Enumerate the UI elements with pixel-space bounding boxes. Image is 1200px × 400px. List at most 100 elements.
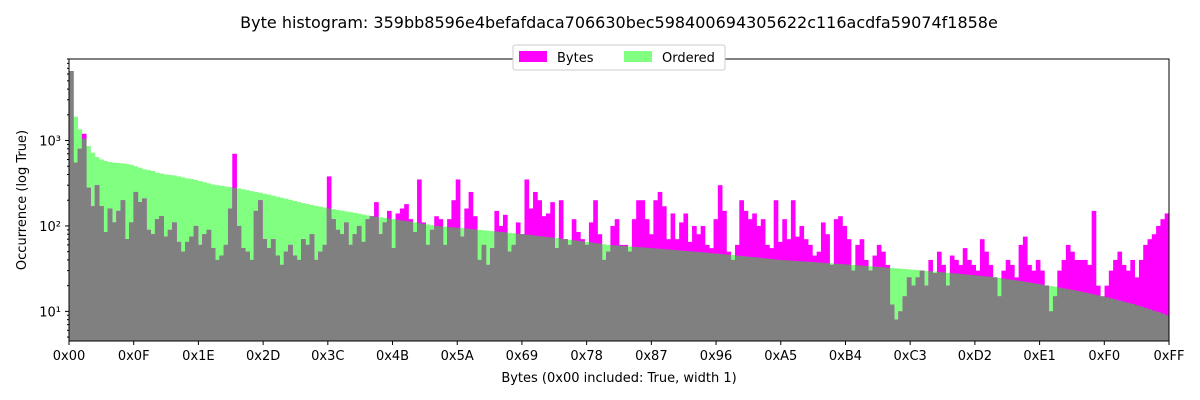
overlap-bar — [150, 234, 156, 341]
overlap-bar — [154, 219, 160, 341]
overlap-bar — [352, 234, 358, 341]
overlap-bar — [399, 220, 405, 341]
overlap-bar — [777, 259, 783, 341]
overlap-bar — [679, 250, 684, 341]
overlap-bar — [1065, 289, 1071, 341]
overlap-bar — [1001, 278, 1007, 341]
overlap-bar — [172, 222, 177, 341]
overlap-bar — [863, 265, 869, 341]
overlap-bar — [361, 241, 366, 341]
overlap-bar — [992, 277, 998, 341]
overlap-bar — [936, 272, 942, 341]
overlap-bar — [511, 244, 517, 341]
overlap-bar — [146, 229, 151, 341]
overlap-bar — [743, 256, 749, 341]
chart-title: Byte histogram: 359bb8596e4befafdaca7066… — [240, 13, 998, 32]
overlap-bar — [206, 229, 212, 341]
overlap-bar — [438, 226, 444, 341]
overlap-bar — [1078, 291, 1084, 341]
bytes-bar — [1151, 234, 1157, 341]
overlap-bar — [1070, 289, 1075, 341]
overlap-bar — [885, 267, 891, 341]
overlap-bar — [576, 240, 581, 341]
overlap-bar — [176, 241, 182, 341]
overlap-bar — [1151, 310, 1157, 341]
overlap-bar — [223, 244, 229, 341]
overlap-bar — [197, 244, 203, 341]
overlap-bar — [279, 264, 285, 341]
overlap-bar — [429, 229, 435, 341]
overlap-bar — [984, 276, 989, 341]
x-tick-label: 0x4B — [376, 349, 409, 364]
overlap-bar — [851, 270, 856, 341]
overlap-bar — [73, 162, 78, 341]
y-tick-label: 10¹ — [39, 305, 61, 320]
overlap-bar — [812, 262, 818, 341]
overlap-bar — [1143, 307, 1148, 341]
overlap-bar — [69, 71, 74, 341]
bytes-bar — [1143, 244, 1148, 341]
y-tick-label: 10³ — [39, 135, 61, 150]
overlap-bar — [451, 227, 457, 341]
x-tick-label: 0x78 — [570, 349, 603, 364]
overlap-bar — [111, 222, 117, 341]
overlap-bar — [288, 244, 293, 341]
ordered-bar — [894, 268, 899, 341]
overlap-bar — [889, 304, 895, 341]
overlap-bar — [558, 238, 564, 341]
x-axis-label: Bytes (0x00 included: True, width 1) — [501, 371, 736, 386]
x-tick-label: 0x87 — [635, 349, 668, 364]
overlap-bar — [1091, 294, 1097, 341]
overlap-bar — [949, 273, 955, 341]
overlap-bar — [81, 138, 87, 341]
x-tick-label: 0xB4 — [829, 349, 862, 364]
overlap-bar — [584, 244, 590, 341]
overlap-bar — [77, 148, 83, 341]
overlap-bar — [614, 245, 620, 341]
overlap-bar — [270, 239, 276, 341]
overlap-bar — [924, 285, 929, 341]
overlap-bar — [649, 248, 654, 341]
overlap-bar — [941, 272, 946, 341]
overlap-bar — [1130, 304, 1135, 341]
bytes-bar — [1091, 210, 1097, 341]
overlap-bar — [894, 319, 899, 341]
overlap-bar — [1018, 281, 1024, 341]
overlap-bar — [537, 236, 543, 341]
overlap-bar — [245, 251, 250, 341]
overlap-bar — [872, 266, 878, 341]
overlap-bar — [180, 251, 186, 341]
legend-box — [512, 44, 726, 71]
overlap-bar — [520, 234, 525, 341]
overlap-bar — [142, 198, 147, 341]
overlap-bar — [859, 265, 865, 341]
overlap-bar — [86, 187, 91, 341]
overlap-bar — [515, 233, 521, 341]
overlap-bar — [906, 277, 912, 341]
overlap-bar — [593, 243, 598, 341]
overlap-bar — [786, 260, 792, 341]
overlap-bar — [657, 248, 663, 341]
overlap-bar — [619, 245, 624, 341]
overlap-bar — [116, 210, 121, 341]
x-tick-label: 0x5A — [441, 349, 474, 364]
overlap-bar — [434, 225, 439, 341]
x-tick-label: 0x2D — [246, 349, 280, 364]
overlap-bar — [133, 191, 139, 341]
x-axis: 0x00 0x0F 0x1E 0x2D 0x3C 0x4B 0x5A 0x69 0x78 0x87… — [53, 341, 1184, 364]
overlap-bar — [524, 234, 530, 341]
overlap-bar — [588, 242, 594, 341]
overlap-bar — [464, 228, 469, 341]
overlap-bar — [1147, 309, 1153, 341]
overlap-bar — [1083, 292, 1088, 341]
overlap-bar — [502, 232, 508, 341]
overlap-bar — [1074, 290, 1080, 341]
overlap-bar — [597, 243, 603, 341]
legend: Bytes Ordered — [512, 44, 726, 71]
overlap-bar — [644, 247, 650, 341]
overlap-bar — [322, 244, 328, 341]
overlap-bar — [958, 273, 964, 341]
overlap-bar — [820, 262, 826, 341]
overlap-bar — [915, 277, 921, 341]
overlap-bar — [829, 264, 835, 341]
